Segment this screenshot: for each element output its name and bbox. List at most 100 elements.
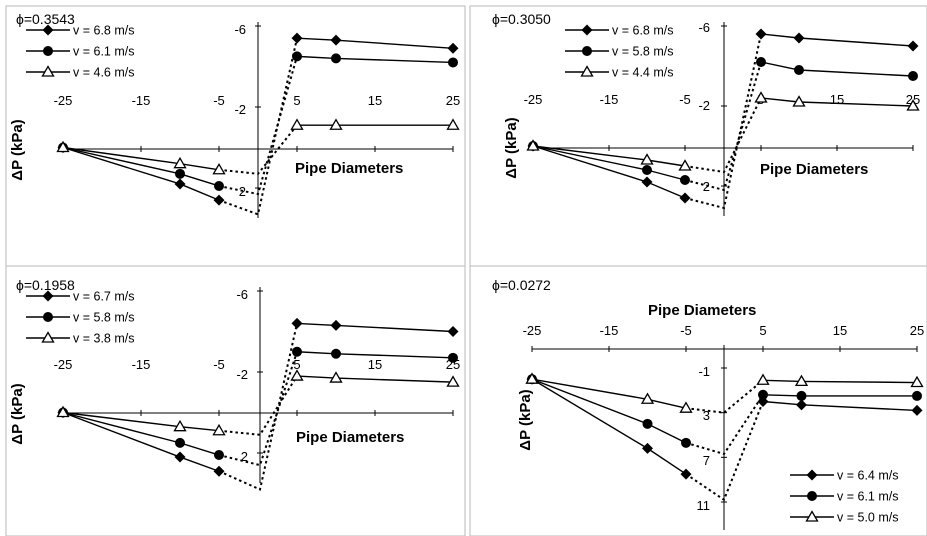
legend-marker	[807, 491, 817, 501]
data-point	[796, 390, 807, 401]
legend-label: v = 4.6 m/s	[73, 66, 134, 80]
series-1	[57, 32, 459, 216]
x-tick-label: 5	[759, 323, 766, 338]
data-point	[758, 389, 768, 400]
x-tick-label: -15	[132, 357, 151, 372]
data-point	[330, 34, 342, 46]
data-point	[640, 153, 654, 165]
series-3	[56, 118, 460, 175]
series-line-downstream	[762, 379, 918, 384]
data-point	[56, 405, 70, 418]
chart-panel-4: -25 -15 -5 5 15 25 -1 3 7 11 ϕ=0.0272 Pipe Diameter…	[469, 265, 927, 536]
data-point	[908, 71, 918, 81]
data-point	[792, 95, 806, 107]
series-dashed-transition	[684, 33, 762, 210]
data-point	[679, 401, 693, 413]
y-axis-label: ΔP (kPa)	[517, 389, 534, 450]
series-2	[58, 346, 458, 467]
data-point	[756, 373, 770, 385]
legend-label: v = 5.8 m/s	[73, 311, 134, 325]
data-point	[175, 168, 185, 179]
chart-title: ϕ=0.1958	[16, 277, 75, 293]
data-point	[912, 390, 922, 401]
panel-border	[469, 5, 927, 267]
series-line-downstream	[762, 400, 918, 412]
data-point	[907, 40, 919, 52]
legend: v = 6.8 m/s v = 5.8 m/s v = 4.4 m/s	[565, 24, 673, 80]
x-tick-label: 15	[368, 93, 382, 108]
y-tick-label: 2	[241, 449, 248, 464]
data-point	[173, 156, 187, 169]
series-dashed-transition	[218, 323, 298, 491]
data-point	[680, 468, 692, 480]
data-point	[290, 118, 304, 130]
chart-title: ϕ=0.3050	[492, 11, 551, 27]
chart-title: ϕ=0.3543	[16, 11, 75, 27]
chart-title: ϕ=0.0272	[492, 277, 551, 293]
x-axis-label: Pipe Diameters	[648, 302, 756, 319]
data-point	[212, 423, 226, 436]
data-point	[680, 175, 690, 185]
data-point	[174, 178, 186, 190]
legend-marker	[41, 65, 55, 77]
series-dashed-transition	[684, 61, 762, 192]
legend-marker	[42, 24, 54, 36]
data-point	[678, 159, 692, 171]
legend-label: v = 6.7 m/s	[73, 290, 134, 304]
data-point	[213, 194, 225, 206]
series-line-upstream	[532, 145, 686, 199]
x-tick-label: 5	[293, 357, 300, 372]
y-tick-label: 11	[697, 498, 711, 513]
data-point	[794, 374, 809, 387]
data-point	[679, 192, 691, 204]
data-point	[793, 32, 805, 44]
data-point	[640, 392, 655, 404]
y-tick-label: 3	[703, 408, 710, 423]
series-dashed-transition	[685, 379, 764, 414]
data-point	[290, 369, 304, 381]
data-point	[214, 450, 224, 461]
series-line-downstream	[760, 33, 914, 47]
data-point	[525, 372, 539, 384]
series-dashed-transition	[218, 375, 298, 436]
x-axis-label: Pipe Diameters	[760, 161, 868, 178]
legend-marker	[582, 46, 592, 56]
legend-marker	[43, 312, 53, 322]
data-point	[642, 165, 652, 175]
series-3	[526, 91, 920, 174]
data-point	[448, 57, 458, 68]
series-dashed-transition	[685, 394, 764, 456]
data-point	[329, 371, 343, 383]
series-dashed-transition	[218, 56, 298, 196]
series-1	[57, 317, 459, 491]
x-axis-label: Pipe Diameters	[296, 429, 404, 446]
y-tick-label: 7	[703, 453, 710, 468]
data-point	[681, 437, 691, 448]
data-point	[331, 53, 341, 64]
data-point	[174, 451, 186, 463]
data-point	[175, 437, 185, 448]
x-tick-label: -5	[213, 93, 225, 108]
series-dashed-transition	[218, 37, 298, 216]
legend-label: v = 6.8 m/s	[612, 24, 673, 38]
y-tick-label: -2	[698, 98, 710, 113]
series-line-upstream	[531, 378, 687, 475]
series-3	[56, 369, 460, 436]
data-point	[447, 42, 459, 54]
x-tick-label: -5	[213, 357, 225, 372]
data-point	[447, 326, 459, 337]
legend-marker	[42, 290, 54, 302]
y-axis-label: ΔP (kPa)	[9, 383, 26, 444]
data-point	[446, 375, 460, 387]
x-tick-label: -15	[600, 323, 619, 338]
legend-label: v = 6.1 m/s	[73, 45, 134, 59]
series-line-downstream	[762, 394, 917, 397]
series-dashed-transition	[218, 124, 298, 175]
data-point	[642, 442, 653, 454]
x-tick-label: -25	[54, 357, 73, 372]
legend-marker	[41, 331, 55, 343]
data-point	[796, 399, 807, 411]
legend-label: v = 6.1 m/s	[837, 490, 898, 504]
